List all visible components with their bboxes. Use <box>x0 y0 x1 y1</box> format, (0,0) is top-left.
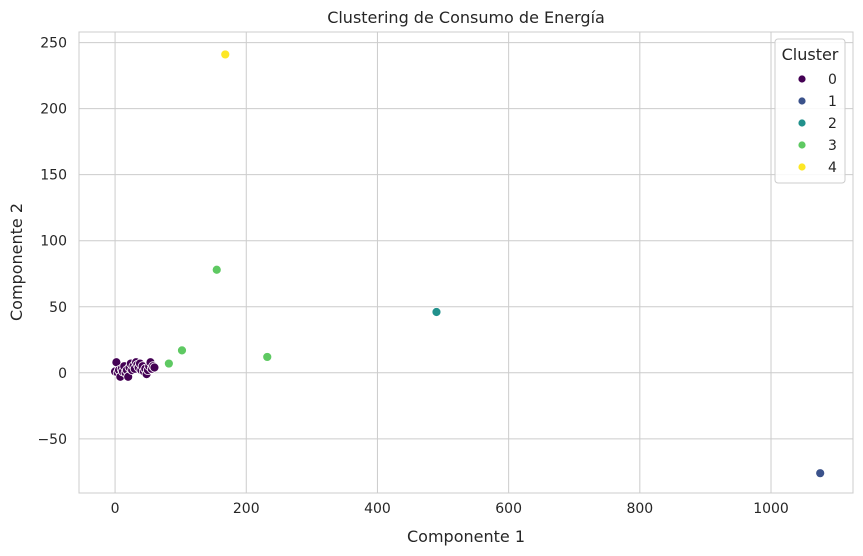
legend-label-4: 4 <box>828 160 837 176</box>
legend-entries: 0 1 2 3 4 <box>797 72 837 176</box>
y-tick-label: 0 <box>58 366 67 382</box>
cluster-1-point <box>815 468 826 479</box>
data-points <box>110 49 826 479</box>
x-tick-label: 200 <box>233 501 260 517</box>
legend-marker-3 <box>797 140 807 150</box>
cluster-0-point <box>149 362 160 373</box>
x-tick-labels: 0 200 400 600 800 1000 <box>111 501 789 517</box>
y-tick-label: 150 <box>40 168 67 184</box>
legend-marker-4 <box>797 162 807 172</box>
y-tick-label: 200 <box>40 102 67 118</box>
y-tick-label: −50 <box>37 432 67 448</box>
legend-label-1: 1 <box>828 94 837 110</box>
chart-title: Clustering de Consumo de Energía <box>327 8 605 27</box>
x-axis-label: Componente 1 <box>407 527 525 546</box>
y-axis-label: Componente 2 <box>7 203 26 321</box>
y-tick-label: 50 <box>49 300 67 316</box>
legend-marker-0 <box>797 74 807 84</box>
y-tick-label: 100 <box>40 234 67 250</box>
y-tick-labels: −50 0 50 100 150 200 250 <box>37 36 67 448</box>
legend-label-2: 2 <box>828 116 837 132</box>
legend-marker-2 <box>797 118 807 128</box>
x-tick-label: 0 <box>111 501 120 517</box>
cluster-3-point <box>177 345 187 356</box>
plot-area <box>78 31 854 494</box>
grid-lines <box>79 32 853 493</box>
cluster-3-point <box>211 264 222 275</box>
legend-title: Cluster <box>782 45 839 64</box>
x-tick-label: 400 <box>364 501 391 517</box>
legend-marker-1 <box>797 96 807 106</box>
legend-label-0: 0 <box>828 72 837 88</box>
y-tick-label: 250 <box>40 36 67 52</box>
cluster-4-point <box>220 49 231 60</box>
x-tick-label: 1000 <box>753 501 789 517</box>
cluster-2-point <box>431 307 442 317</box>
cluster-3-point <box>262 352 273 362</box>
x-tick-label: 600 <box>495 501 522 517</box>
legend: Cluster 0 1 2 3 4 <box>774 38 846 184</box>
legend-box <box>774 38 846 184</box>
legend-label-3: 3 <box>828 138 837 154</box>
x-tick-label: 800 <box>626 501 653 517</box>
cluster-3-point <box>163 358 174 369</box>
